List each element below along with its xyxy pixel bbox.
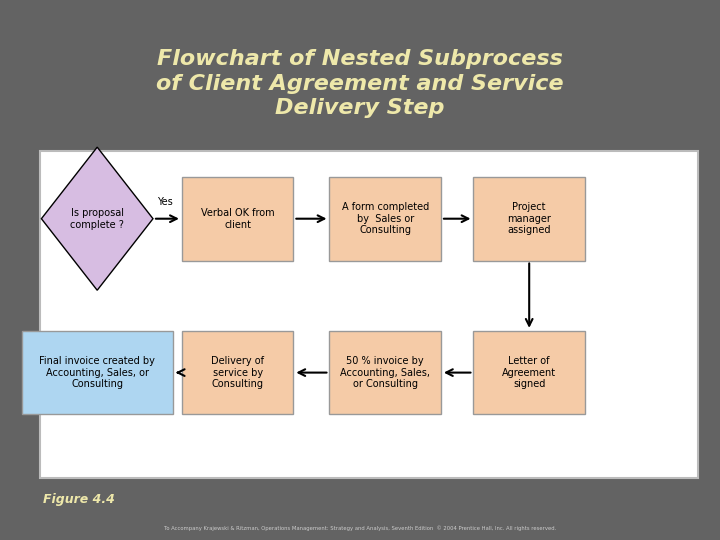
Text: 50 % invoice by
Accounting, Sales,
or Consulting: 50 % invoice by Accounting, Sales, or Co… xyxy=(341,356,431,389)
Text: Is proposal
complete ?: Is proposal complete ? xyxy=(71,208,124,230)
Text: Final invoice created by
Accounting, Sales, or
Consulting: Final invoice created by Accounting, Sal… xyxy=(40,356,155,389)
Text: Delivery of
service by
Consulting: Delivery of service by Consulting xyxy=(211,356,264,389)
Text: To Accompany Krajewski & Ritzman, Operations Management: Strategy and Analysis, : To Accompany Krajewski & Ritzman, Operat… xyxy=(164,525,556,531)
Text: Verbal OK from
client: Verbal OK from client xyxy=(201,208,274,230)
Text: Yes: Yes xyxy=(157,197,172,207)
Text: A form completed
by  Sales or
Consulting: A form completed by Sales or Consulting xyxy=(341,202,429,235)
FancyBboxPatch shape xyxy=(330,330,441,415)
FancyBboxPatch shape xyxy=(330,177,441,261)
Text: Project
manager
assigned: Project manager assigned xyxy=(508,202,551,235)
FancyBboxPatch shape xyxy=(22,330,173,415)
Text: Figure 4.4: Figure 4.4 xyxy=(43,493,115,506)
FancyBboxPatch shape xyxy=(40,151,698,478)
Polygon shape xyxy=(42,147,153,291)
FancyBboxPatch shape xyxy=(474,177,585,261)
FancyBboxPatch shape xyxy=(474,330,585,415)
Text: Flowchart of Nested Subprocess
of Client Agreement and Service
Delivery Step: Flowchart of Nested Subprocess of Client… xyxy=(156,49,564,118)
Text: Letter of
Agreement
signed: Letter of Agreement signed xyxy=(502,356,557,389)
FancyBboxPatch shape xyxy=(181,177,294,261)
FancyBboxPatch shape xyxy=(181,330,294,415)
